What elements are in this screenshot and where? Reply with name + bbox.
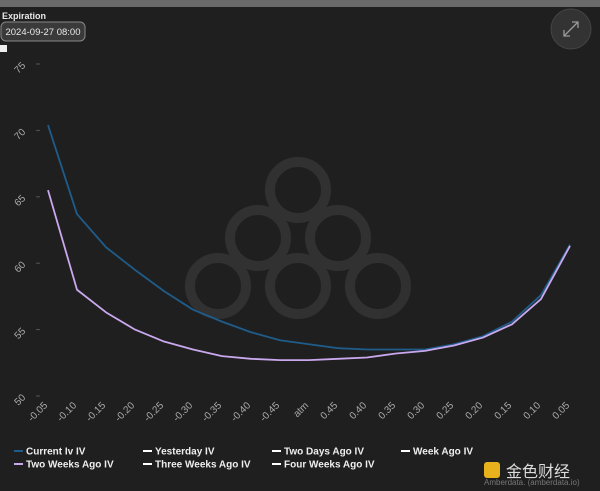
legend-label: Three Weeks Ago IV: [155, 460, 251, 471]
brand-text: 金色财经: [506, 463, 570, 481]
series-line: [47, 189, 571, 362]
series-line: [47, 124, 571, 351]
expiration-value[interactable]: 2024-09-27 08:00: [5, 27, 80, 38]
collapse-toggle[interactable]: [0, 45, 7, 52]
legend-label: Two Weeks Ago IV: [26, 460, 114, 471]
expand-icon: [563, 21, 579, 37]
legend-label: Week Ago IV: [413, 447, 473, 458]
credit: Amberdata. (amberdata.io): [484, 478, 580, 487]
legend-label: Current Iv IV: [26, 447, 86, 458]
legend-label: Two Days Ago IV: [284, 447, 364, 458]
legend-label: Four Weeks Ago IV: [284, 460, 375, 471]
legend-label: Yesterday IV: [155, 447, 215, 458]
top-bar: [0, 0, 600, 7]
expiration-label: Expiration: [2, 11, 46, 21]
brand-logo: [484, 462, 500, 478]
expiration-button[interactable]: [0, 21, 86, 42]
watermark: [185, 157, 411, 319]
